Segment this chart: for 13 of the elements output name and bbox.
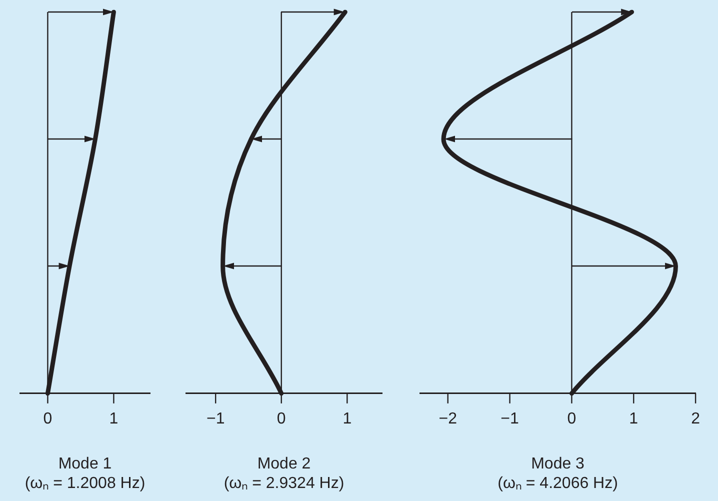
x-tick-label: 0: [43, 410, 52, 428]
x-tick-label: 0: [567, 410, 576, 428]
x-tick-label: 0: [276, 410, 286, 428]
x-axis-title: Mode 1 (ωₙ = 1.2008 Hz): [24, 456, 146, 492]
x-tick-label: −1: [206, 410, 225, 428]
x-axis-title: Mode 3 (ωₙ = 4.2066 Hz): [498, 456, 618, 492]
x-tick-label: 1: [342, 410, 352, 428]
x-tick-label: −2: [438, 410, 458, 428]
x-tick-label: 2: [691, 410, 700, 428]
x-tick-label: 1: [109, 410, 118, 428]
x-axis-title: Mode 2 (ωₙ = 2.9324 Hz): [224, 456, 344, 492]
x-tick-label: −1: [500, 410, 520, 428]
x-tick-label: 1: [629, 410, 638, 428]
